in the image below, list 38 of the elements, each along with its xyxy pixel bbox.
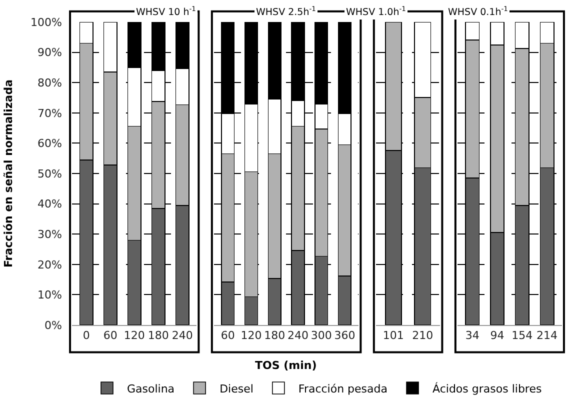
x-tick-label: 101	[382, 329, 404, 342]
y-tick-label: 0%	[44, 318, 62, 332]
chart-title: WHSV 2.5h$^{-1}$	[256, 5, 316, 18]
x-tick-label: 180	[148, 329, 169, 342]
chart-title: WHSV 0.1h$^{-1}$	[448, 5, 508, 18]
legend-label: Fracción pesada	[298, 382, 388, 396]
y-tick-label: 30%	[38, 228, 62, 241]
y-axis-title: Fracción en señal normalizada	[2, 79, 16, 268]
x-tick-label: 34	[465, 329, 480, 342]
y-tick-label: 100%	[30, 16, 62, 29]
y-tick-label: 50%	[38, 167, 62, 180]
x-axis-title: TOS (min)	[255, 359, 317, 372]
chart-title: WHSV 10 h$^{-1}$	[136, 5, 196, 18]
x-tick-label: 60	[220, 329, 235, 342]
y-tick-label: 40%	[38, 198, 62, 211]
x-tick-label: 210	[412, 329, 434, 342]
y-tick-label: 60%	[38, 137, 62, 150]
x-tick-label: 0	[82, 329, 90, 342]
x-tick-label: 154	[512, 329, 533, 342]
x-tick-label: 360	[334, 329, 356, 342]
y-tick-label: 20%	[38, 258, 62, 272]
legend-label: Gasolina	[127, 382, 175, 396]
y-tick-label: 70%	[38, 106, 62, 120]
x-tick-label: 120	[124, 329, 145, 342]
y-tick-label: 10%	[38, 288, 62, 302]
x-tick-label: 120	[240, 329, 262, 342]
legend-label: Ácidos grasos libres	[432, 381, 542, 396]
x-tick-label: 240	[287, 329, 308, 342]
x-tick-label: 94	[490, 329, 504, 342]
x-tick-label: 60	[103, 329, 118, 342]
x-tick-label: 240	[172, 329, 193, 342]
legend-label: Diesel	[220, 382, 254, 396]
x-tick-label: 180	[264, 329, 286, 342]
chart-title: WHSV 1.0h$^{-1}$	[346, 5, 406, 18]
y-tick-label: 80%	[38, 76, 62, 90]
x-tick-label: 300	[310, 329, 332, 342]
x-tick-label: 214	[536, 329, 558, 342]
y-tick-label: 90%	[38, 46, 62, 60]
